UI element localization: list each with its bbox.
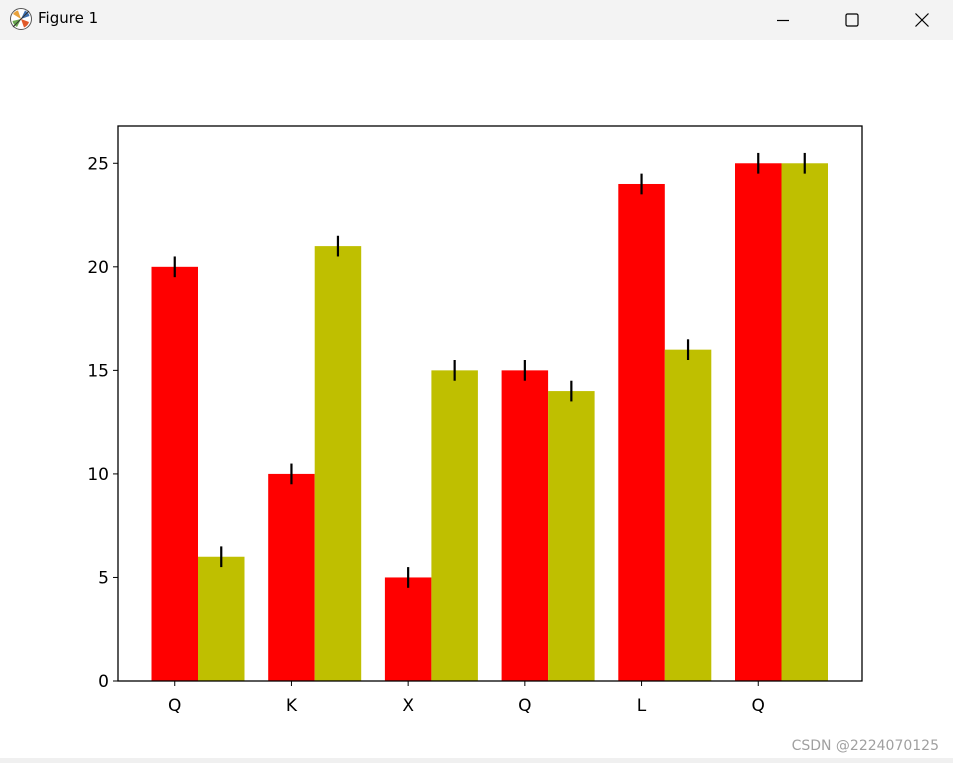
window-bottom-edge [0, 758, 953, 763]
bar [384, 577, 432, 681]
x-tick-label: L [637, 696, 647, 716]
bar [735, 163, 782, 681]
bar [664, 349, 712, 681]
x-tick-label: K [286, 696, 298, 716]
x-tick-label: X [402, 696, 414, 716]
y-tick-label: 25 [87, 154, 109, 174]
y-tick-label: 5 [98, 568, 109, 588]
bar [548, 391, 595, 681]
x-tick-label: Q [168, 696, 181, 716]
bar [781, 163, 828, 681]
y-tick-label: 20 [87, 258, 109, 278]
maximize-icon [845, 13, 859, 27]
x-tick-label: Q [752, 696, 765, 716]
y-tick-label: 0 [98, 672, 109, 692]
bar [431, 370, 478, 681]
maximize-button[interactable] [829, 0, 875, 40]
bar [618, 183, 665, 681]
bar [314, 246, 362, 681]
window-title: Figure 1 [38, 9, 99, 27]
bar [501, 370, 549, 681]
x-tick-label: Q [518, 696, 531, 716]
y-tick-label: 15 [87, 361, 109, 381]
watermark: CSDN @2224070125 [791, 738, 939, 754]
bar [198, 556, 245, 681]
bar [151, 266, 198, 681]
close-icon [915, 13, 929, 27]
plot-frame [117, 125, 863, 682]
matplotlib-icon [10, 8, 32, 30]
bar-chart: 0 5 10 15 20 25 Q K X Q L Q [87, 125, 863, 716]
close-button[interactable] [899, 0, 945, 40]
window-titlebar: Figure 1 [0, 0, 953, 40]
minimize-icon [777, 19, 789, 22]
minimize-button[interactable] [760, 0, 806, 40]
bar [268, 473, 315, 681]
y-tick-label: 10 [87, 465, 109, 485]
